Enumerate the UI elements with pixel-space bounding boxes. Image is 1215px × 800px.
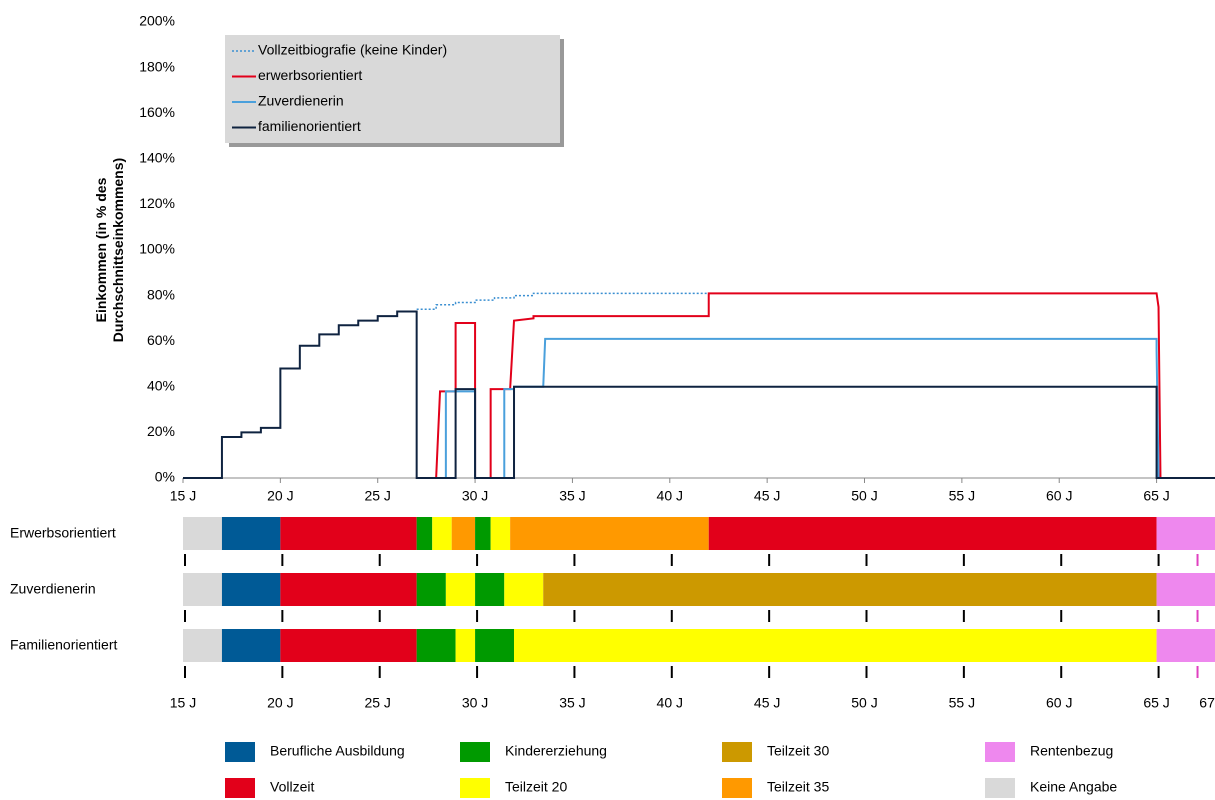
row-label: Familienorientiert <box>10 637 117 653</box>
legend-swatch <box>225 778 255 798</box>
x-tick-label: 55 J <box>949 695 975 711</box>
x-tick-label: 40 J <box>657 695 683 711</box>
segment <box>455 629 476 662</box>
segment <box>1156 517 1215 550</box>
legend-label: Teilzeit 20 <box>505 779 567 795</box>
segment <box>510 517 709 550</box>
x-tick-label: 65 J <box>1143 695 1169 711</box>
y-tick-label: 0% <box>155 469 175 485</box>
y-tick-label: 100% <box>139 241 175 257</box>
segment <box>280 573 417 606</box>
segment <box>221 517 281 550</box>
line <box>183 310 1215 479</box>
segment <box>280 517 417 550</box>
segment <box>1156 573 1215 606</box>
x-tick-label: 15 J <box>170 488 196 504</box>
segment <box>280 629 417 662</box>
legend-label: Keine Angabe <box>1030 779 1117 795</box>
legend-swatch <box>985 778 1015 798</box>
y-tick-label: 120% <box>139 195 175 211</box>
legend-label: Teilzeit 35 <box>767 779 829 795</box>
x-tick-label: 40 J <box>657 488 683 504</box>
segment <box>1156 629 1215 662</box>
segment <box>221 629 281 662</box>
y-tick-label: 40% <box>147 378 175 394</box>
x-tick-label: 65 J <box>1143 488 1169 504</box>
segment <box>475 629 515 662</box>
segment <box>543 573 1157 606</box>
legend-swatch <box>722 778 752 798</box>
legend-label: Teilzeit 30 <box>767 743 829 759</box>
x-tick-label: 20 J <box>267 488 293 504</box>
y-tick-label: 180% <box>139 58 175 74</box>
legend-label: Kindererziehung <box>505 743 607 759</box>
segment <box>416 629 456 662</box>
y-axis-title-line: Einkommen (in % des <box>93 177 109 322</box>
line <box>416 292 709 311</box>
legend <box>225 35 560 143</box>
legend-label: Vollzeitbiografie (keine Kinder) <box>258 42 447 58</box>
y-tick-label: 160% <box>139 104 175 120</box>
x-tick-label: 25 J <box>364 695 390 711</box>
y-tick-label: 200% <box>139 13 175 29</box>
segment <box>475 517 491 550</box>
x-tick-label: 55 J <box>949 488 975 504</box>
x-tick-label: 35 J <box>559 695 585 711</box>
x-tick-label: 45 J <box>754 488 780 504</box>
segment <box>183 573 222 606</box>
segment <box>451 517 476 550</box>
segment <box>416 573 446 606</box>
x-tick-label: 25 J <box>364 488 390 504</box>
legend-label: Rentenbezug <box>1030 743 1113 759</box>
y-axis-title: Einkommen (in % desDurchschnittseinkomme… <box>93 158 126 342</box>
segment <box>183 629 222 662</box>
row-label: Erwerbsorientiert <box>10 525 116 541</box>
x-tick-label: 67 J <box>1199 695 1215 711</box>
x-tick-label: 30 J <box>462 488 488 504</box>
segment <box>183 517 222 550</box>
legend-swatch <box>460 742 490 762</box>
segment <box>432 517 452 550</box>
x-tick-label: 15 J <box>170 695 196 711</box>
segment <box>445 573 476 606</box>
legend-swatch <box>985 742 1015 762</box>
y-tick-label: 140% <box>139 150 175 166</box>
legend-label: Vollzeit <box>270 779 314 795</box>
x-tick-label: 60 J <box>1046 488 1072 504</box>
segment <box>490 517 511 550</box>
segment <box>475 573 505 606</box>
legend-label: erwerbsorientiert <box>258 67 362 83</box>
line <box>416 292 1162 479</box>
legend-label: Berufliche Ausbildung <box>270 743 405 759</box>
segment <box>708 517 1157 550</box>
y-tick-label: 60% <box>147 332 175 348</box>
segment <box>416 517 433 550</box>
x-tick-label: 50 J <box>851 488 877 504</box>
x-tick-label: 20 J <box>267 695 293 711</box>
x-tick-label: 60 J <box>1046 695 1072 711</box>
x-tick-label: 50 J <box>851 695 877 711</box>
y-tick-label: 20% <box>147 423 175 439</box>
segment <box>504 573 544 606</box>
legend-swatch <box>225 742 255 762</box>
x-tick-label: 35 J <box>559 488 585 504</box>
y-tick-label: 80% <box>147 286 175 302</box>
legend-swatch <box>460 778 490 798</box>
segment <box>514 629 1157 662</box>
x-tick-label: 30 J <box>462 695 488 711</box>
row-label: Zuverdienerin <box>10 581 96 597</box>
segment <box>221 573 281 606</box>
line <box>416 337 1160 479</box>
legend-label: Zuverdienerin <box>258 93 344 109</box>
legend-swatch <box>722 742 752 762</box>
legend-label: familienorientiert <box>258 118 361 134</box>
y-axis-title-line: Durchschnittseinkommens) <box>110 158 126 342</box>
x-tick-label: 45 J <box>754 695 780 711</box>
